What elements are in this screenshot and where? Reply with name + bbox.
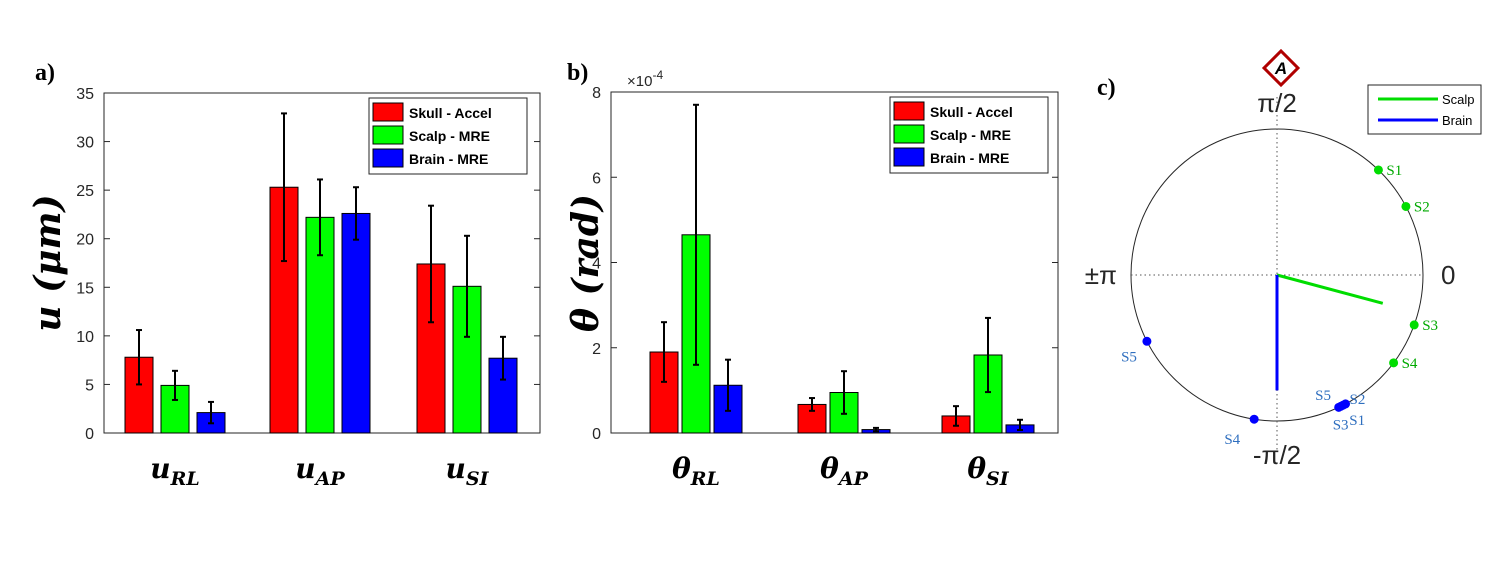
scalp-point-label: S2 <box>1414 199 1430 215</box>
bar-skull-ap <box>269 186 299 434</box>
x-category-label: θRL <box>672 452 720 490</box>
bar-brain-ap <box>341 212 371 434</box>
y-tick-label: 25 <box>76 183 94 200</box>
scalp-point-label: S1 <box>1386 163 1402 179</box>
y-tick-label: 15 <box>76 280 94 297</box>
brain-point-label: S1 <box>1349 413 1365 429</box>
y-tick-label: 20 <box>76 232 94 249</box>
angle-label-bottom: -π/2 <box>1253 440 1301 470</box>
legend-label: Scalp - MRE <box>930 127 1011 143</box>
legend-swatch <box>372 125 404 145</box>
brain-point-label: S3 <box>1333 417 1349 433</box>
x-category-label: uAP <box>295 452 345 490</box>
legend-swatch <box>372 102 404 122</box>
panel-label: c) <box>1097 75 1116 101</box>
panel-label: a) <box>35 60 55 86</box>
angle-label-top: π/2 <box>1257 88 1297 118</box>
angle-label-left: ±π <box>1085 260 1117 290</box>
bar-chart-panel-a: a) 0 5 10 15 20 25 30 35 u (μm) uRL uAP uSI Skull - A… <box>27 60 541 490</box>
y-tick-label: 0 <box>85 426 94 443</box>
legend-label: Skull - Accel <box>930 104 1013 120</box>
bar-skull-rl <box>124 356 154 434</box>
legend-swatch <box>893 147 925 167</box>
axis-multiplier: ×10-4 <box>627 68 663 90</box>
y-tick-label: 0 <box>592 426 601 443</box>
y-axis-label: u (μm) <box>27 194 69 331</box>
scalp-point-s1 <box>1373 165 1383 175</box>
y-tick-label: 6 <box>592 170 601 187</box>
x-category-label: uSI <box>446 452 490 490</box>
scalp-mean-vector <box>1276 273 1384 305</box>
y-tick-label: 35 <box>76 86 94 103</box>
legend-label: Scalp - MRE <box>409 128 490 144</box>
y-tick-label: 2 <box>592 341 601 358</box>
legend: Skull - Accel Scalp - MRE Brain - MRE <box>368 97 528 175</box>
legend-box <box>1367 84 1482 135</box>
scalp-point-label: S4 <box>1402 356 1418 372</box>
panel-label: b) <box>567 60 588 86</box>
x-category-label: θAP <box>820 452 868 490</box>
angle-label-right: 0 <box>1441 260 1455 290</box>
y-tick-label: 10 <box>76 329 94 346</box>
legend: Skull - Accel Scalp - MRE Brain - MRE <box>889 96 1049 174</box>
badge-diamond <box>1261 48 1301 88</box>
brain-point-label: S2 <box>1350 392 1366 408</box>
scalp-point-s4 <box>1389 358 1399 368</box>
brain-point-label: S5 <box>1315 388 1331 404</box>
legend-label: Skull - Accel <box>409 105 492 121</box>
legend-label: Brain - MRE <box>930 150 1009 166</box>
x-category-label: θSI <box>967 452 1009 490</box>
y-tick-label: 4 <box>592 256 601 273</box>
brain-point-label: S4 <box>1224 432 1240 448</box>
brain-point-s5 <box>1142 336 1152 346</box>
legend-label: Scalp <box>1442 92 1475 107</box>
brain-point-s4 <box>1249 414 1259 424</box>
legend-label: Brain <box>1442 113 1472 128</box>
legend-label: Brain - MRE <box>409 151 488 167</box>
scalp-point-s3 <box>1409 320 1419 330</box>
badge-letter: A <box>1274 59 1287 78</box>
scalp-point-s2 <box>1401 201 1411 211</box>
y-tick-label: 8 <box>592 85 601 102</box>
legend-swatch <box>893 124 925 144</box>
legend-swatch <box>893 101 925 121</box>
x-category-label: uRL <box>150 452 200 490</box>
y-axis-label: θ (rad) <box>565 194 607 332</box>
bar-chart-panel-b: b) 0 2 4 6 8 ×10-4 θ (rad) θRL θAP θSI Skull - Acce… <box>565 60 1059 490</box>
y-tick-label: 30 <box>76 135 94 152</box>
bar-scalp-si <box>452 285 482 434</box>
scalp-point-label: S3 <box>1422 318 1438 334</box>
brain-point-s5 <box>1336 401 1346 411</box>
brain-point-label: S5 <box>1121 349 1137 365</box>
polar-legend: Scalp Brain <box>1367 84 1482 135</box>
y-tick-label: 5 <box>85 377 94 394</box>
polar-chart-panel-c: c)Aπ/2-π/2±π 0S1S2S3S4S1S2S3S4S5S5ScalpBr… <box>1085 48 1482 470</box>
legend-swatch <box>372 148 404 168</box>
